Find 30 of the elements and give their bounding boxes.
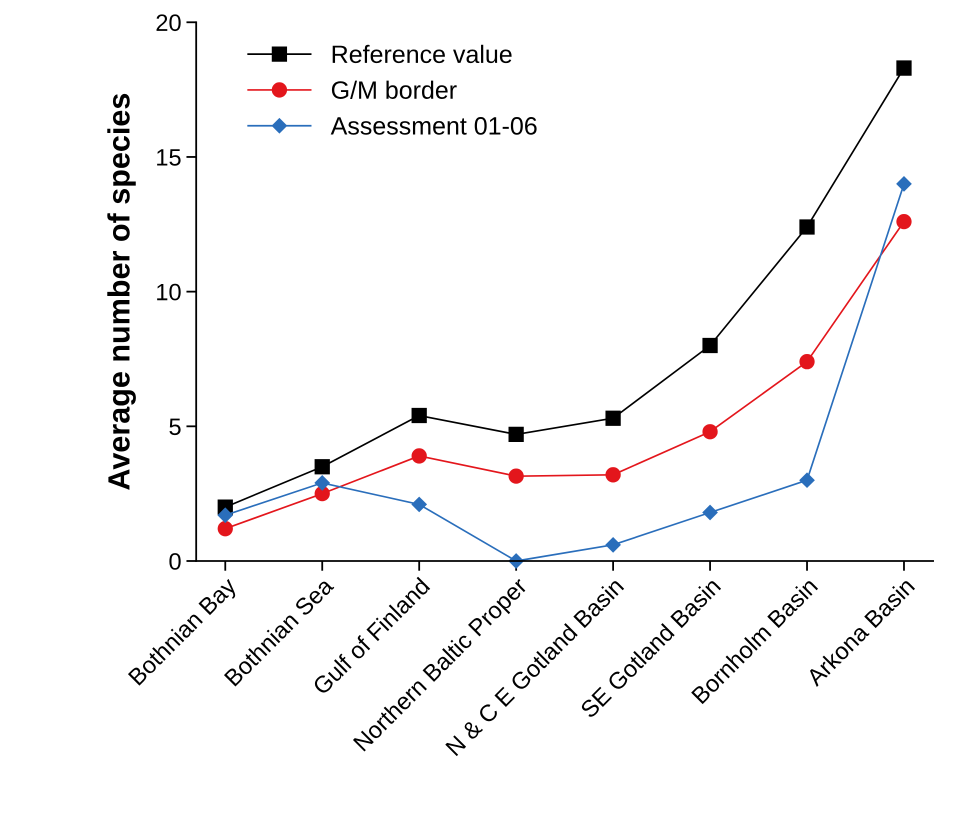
point xyxy=(799,472,815,488)
point xyxy=(314,475,330,490)
y-axis-title: Average number of species xyxy=(107,94,136,490)
point xyxy=(605,467,621,482)
point xyxy=(896,214,912,230)
point xyxy=(218,508,233,523)
point xyxy=(896,60,912,76)
legend-label: G/M border xyxy=(332,80,457,99)
point xyxy=(606,537,621,552)
y-tick-label: 5 xyxy=(169,418,181,436)
point xyxy=(605,410,621,426)
point xyxy=(702,424,718,440)
point xyxy=(799,354,815,370)
y-tick-label: 15 xyxy=(157,149,181,166)
point xyxy=(412,408,427,424)
point xyxy=(314,459,330,474)
legend-label: Assessment 01-06 xyxy=(330,117,537,135)
y-tick-label: 0 xyxy=(169,553,181,570)
point xyxy=(896,176,912,192)
point xyxy=(412,496,427,512)
point xyxy=(702,338,718,354)
y-tick-label: 20 xyxy=(156,14,181,32)
point xyxy=(799,219,815,235)
point xyxy=(508,468,524,484)
point xyxy=(412,448,427,464)
point xyxy=(702,504,718,520)
point xyxy=(218,521,233,536)
point xyxy=(508,426,524,442)
y-tick-label: 10 xyxy=(157,284,181,300)
legend-label: Reference value xyxy=(332,44,512,64)
